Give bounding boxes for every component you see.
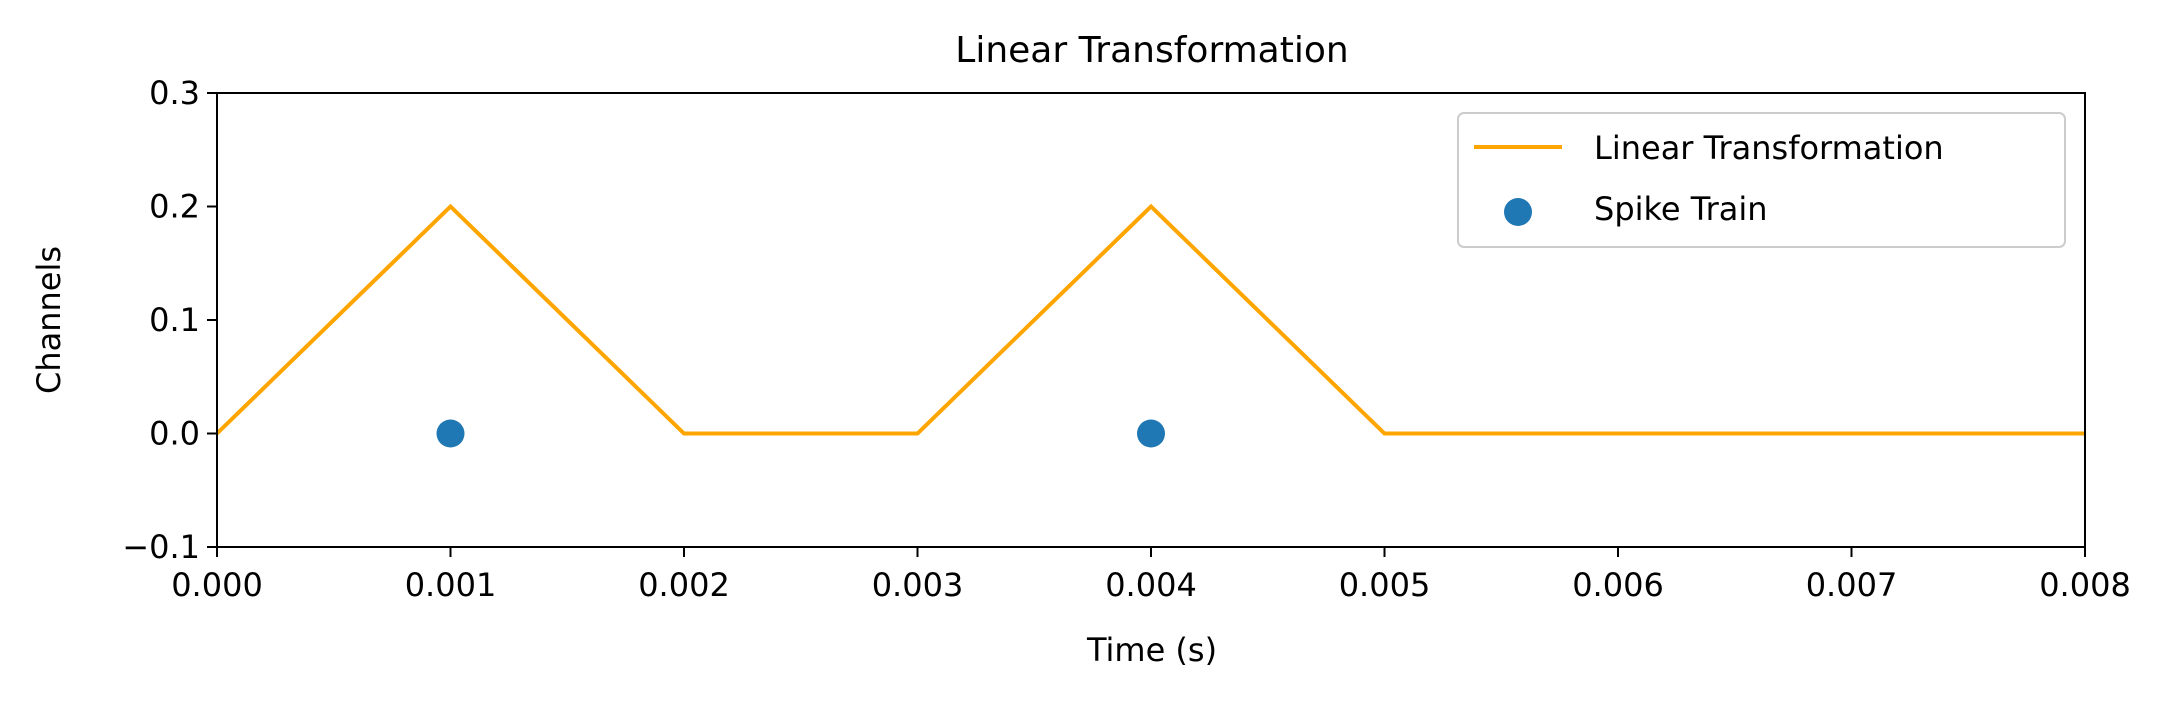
x-axis-label: Time (s) [1086, 631, 1217, 669]
legend-label-linear-transformation: Linear Transformation [1594, 129, 1944, 167]
x-tick-label: 0.006 [1572, 566, 1664, 604]
legend-marker-swatch [1504, 198, 1532, 226]
y-tick-label: 0.2 [149, 188, 200, 226]
y-tick-label: 0.0 [149, 415, 200, 453]
plot-area [215, 203, 2085, 448]
y-tick-label: −0.1 [122, 528, 200, 566]
y-axis-ticks: −0.1 0.0 0.1 0.2 0.3 [122, 74, 217, 566]
x-tick-label: 0.000 [171, 566, 263, 604]
legend-label-spike-train: Spike Train [1594, 190, 1768, 228]
x-tick-label: 0.005 [1339, 566, 1431, 604]
x-tick-label: 0.002 [638, 566, 730, 604]
spike-train-point [436, 419, 465, 448]
x-tick-label: 0.004 [1105, 566, 1197, 604]
x-tick-label: 0.008 [2039, 566, 2131, 604]
x-tick-label: 0.003 [872, 566, 964, 604]
x-axis-ticks: 0.000 0.001 0.002 0.003 0.004 0.005 0.006 0.007… [171, 547, 2131, 604]
y-tick-label: 0.1 [149, 301, 200, 339]
x-tick-label: 0.001 [405, 566, 497, 604]
spike-train-point [1137, 419, 1165, 448]
legend-frame [1457, 112, 2066, 248]
chart-title: Linear Transformation [955, 30, 1348, 71]
legend: Linear Transformation Spike Train [1457, 112, 2066, 248]
x-tick-label: 0.007 [1806, 566, 1898, 604]
y-axis-label: Channels [30, 246, 68, 394]
y-tick-label: 0.3 [149, 74, 200, 112]
series-line-linear-transformation [215, 203, 2085, 436]
